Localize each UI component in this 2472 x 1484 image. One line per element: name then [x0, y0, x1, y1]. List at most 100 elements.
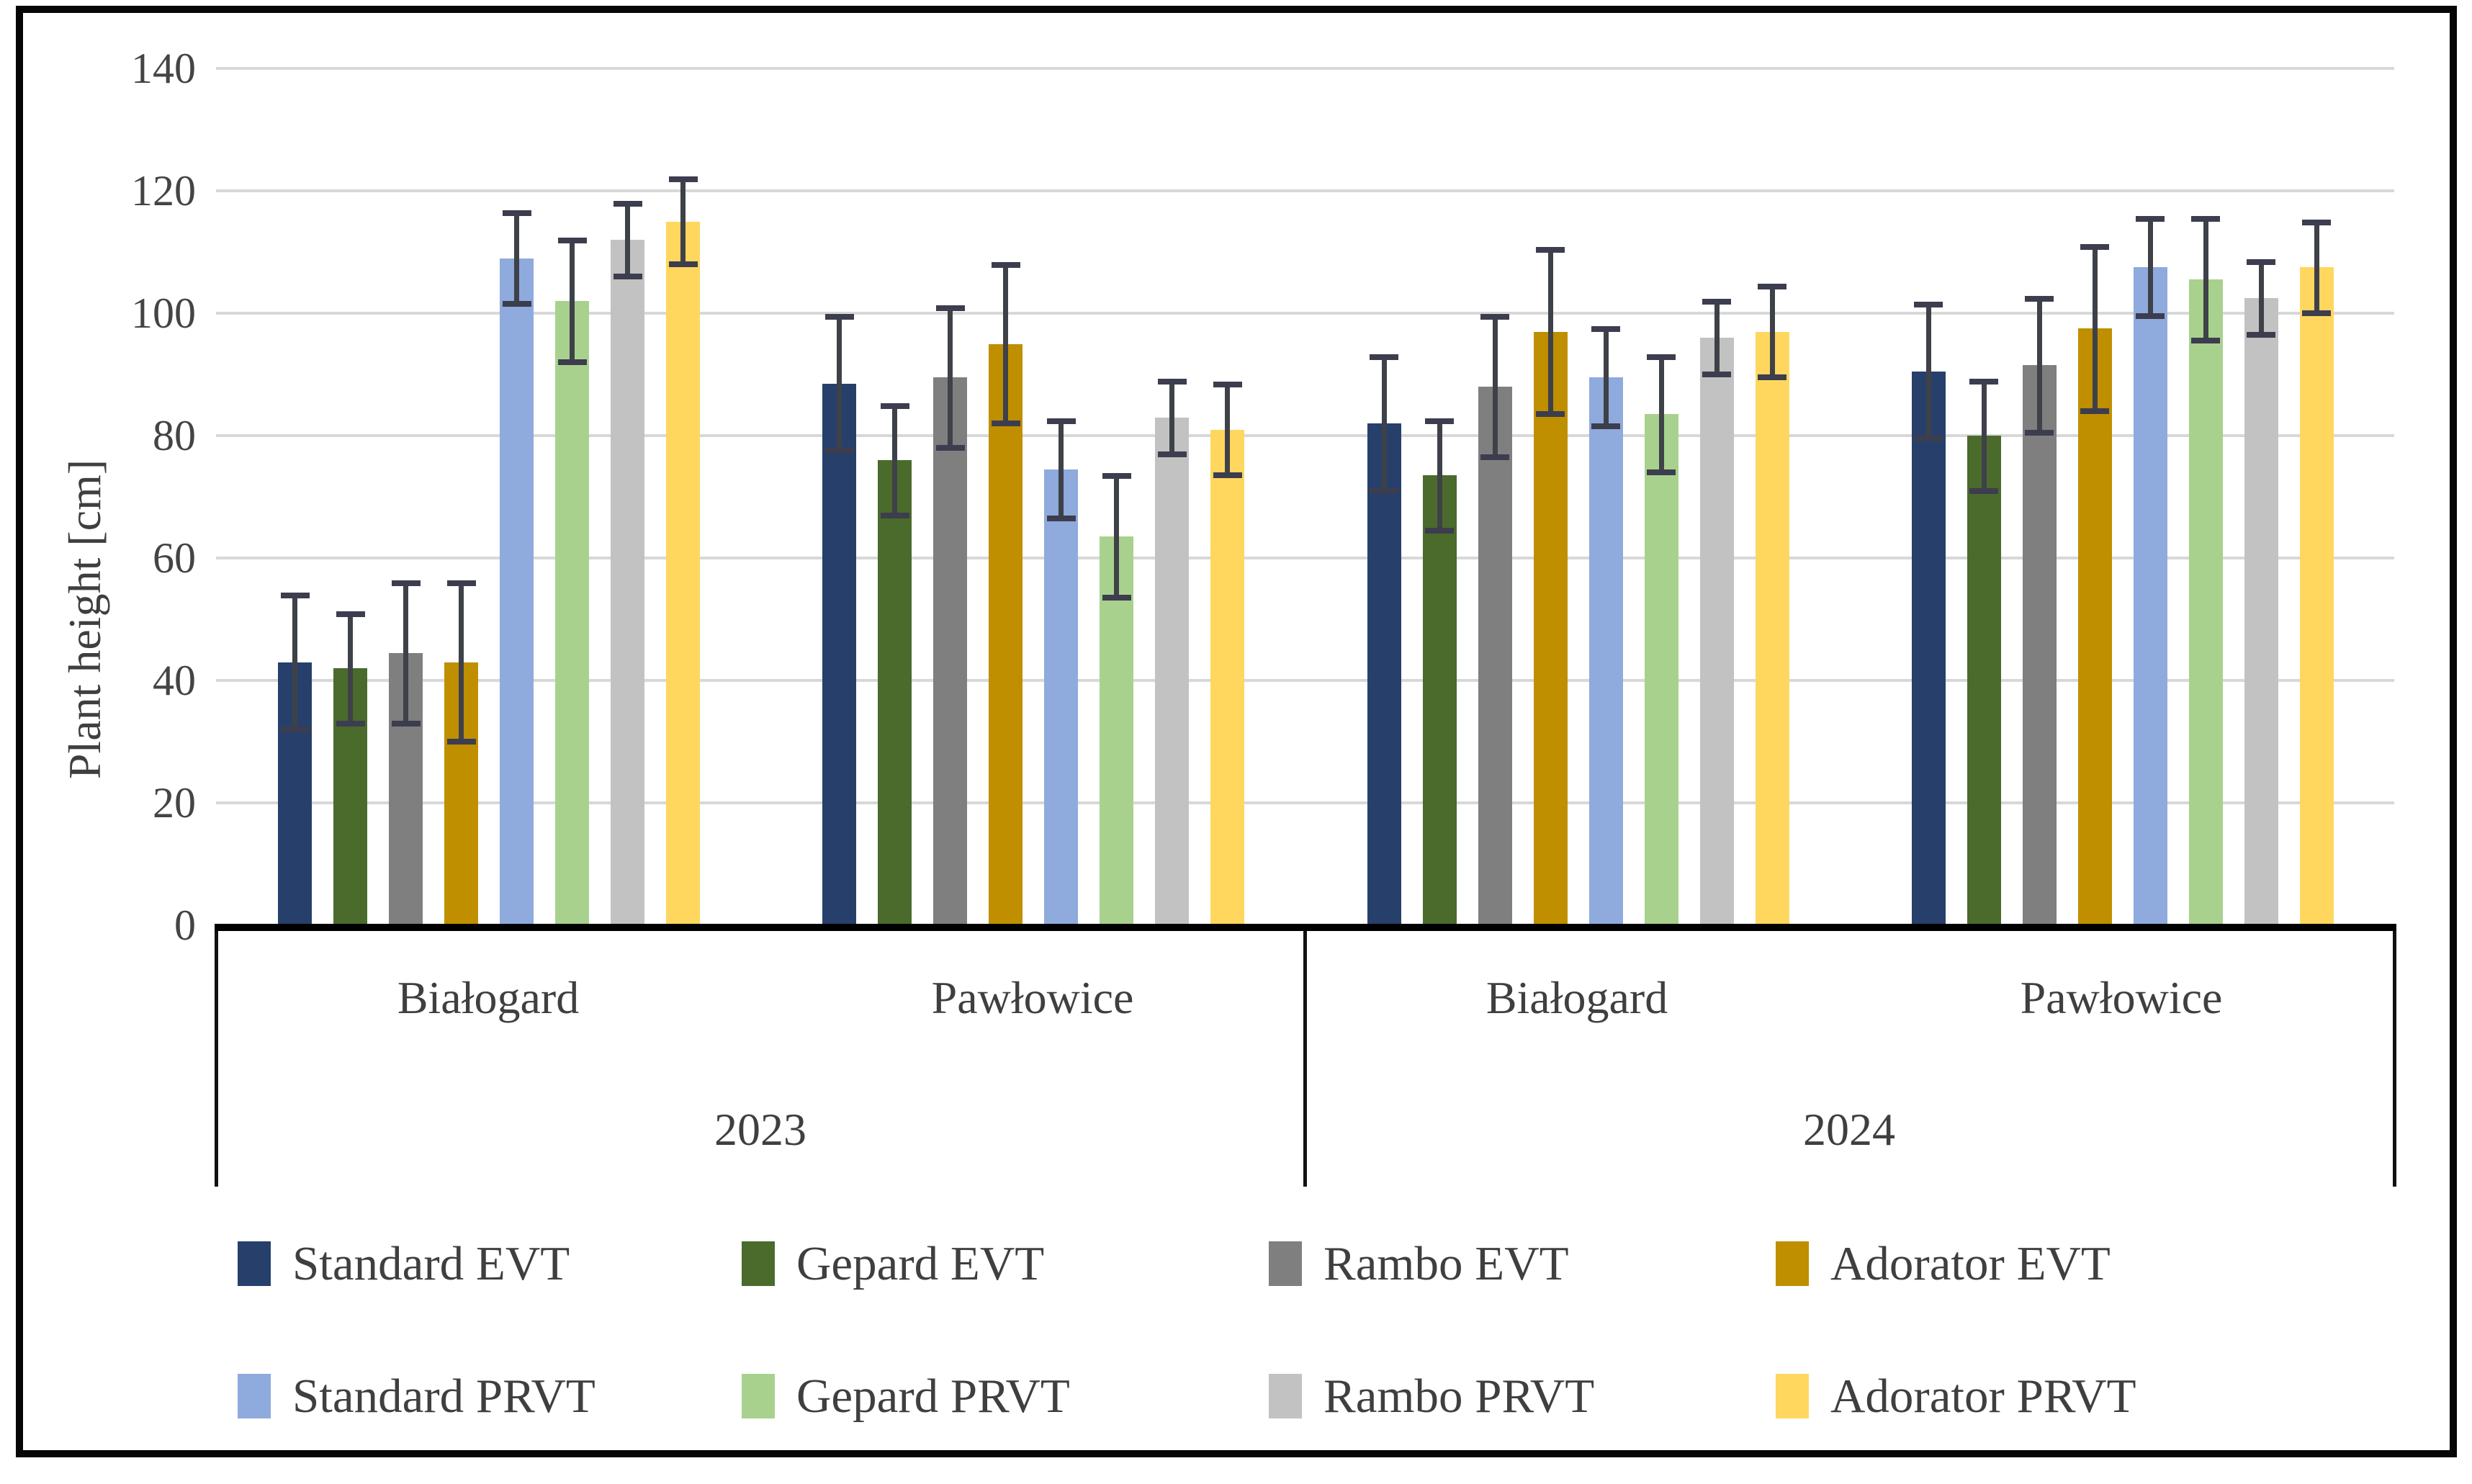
error-bar-line — [1003, 264, 1009, 423]
x-label-bialogard-2024: Białogard — [1486, 972, 1668, 1023]
legend-label: Rambo PRVT — [1323, 1370, 1595, 1423]
error-bar-cap-bottom — [336, 720, 365, 727]
legend-item-gepard-prvt: Gepard PRVT — [742, 1365, 1070, 1427]
y-tick-label-60: 60 — [153, 534, 196, 582]
error-bar-line — [1714, 301, 1720, 374]
error-bar-cap-top — [668, 176, 698, 182]
error-bar-line — [1114, 475, 1120, 598]
bar-gepard-prvt-g2 — [1644, 414, 1678, 925]
error-bar-cap-top — [557, 238, 587, 243]
error-bar-cap-bottom — [1425, 527, 1454, 534]
error-bar-cap-bottom — [280, 727, 310, 732]
bar-standard-prvt-g3 — [2133, 267, 2167, 925]
error-bar-line — [2147, 218, 2153, 317]
error-bar-line — [1381, 356, 1387, 491]
gridline-140 — [216, 67, 2394, 70]
error-bar-cap-bottom — [2080, 408, 2110, 414]
error-bar-cap-bottom — [668, 261, 698, 267]
legend-label: Gepard PRVT — [796, 1370, 1070, 1423]
error-bar-cap-bottom — [880, 512, 909, 518]
error-bar-cap-bottom — [2247, 331, 2276, 338]
error-bar-cap-bottom — [2302, 310, 2332, 316]
error-bar-line — [1059, 420, 1064, 518]
legend-item-rambo-evt: Rambo EVT — [1269, 1233, 1569, 1295]
error-bar-line — [514, 212, 519, 305]
bar-rambo-prvt-g2 — [1699, 338, 1734, 925]
error-bar-cap-bottom — [1213, 472, 1242, 479]
legend-item-standard-prvt: Standard PRVT — [238, 1365, 595, 1427]
error-bar-line — [1925, 304, 1931, 439]
error-bar-cap-bottom — [1046, 515, 1076, 521]
x-label-pawlowice-2023: Pawłowice — [931, 972, 1134, 1023]
error-bar-cap-bottom — [824, 448, 854, 454]
bar-rambo-prvt-g3 — [2244, 297, 2278, 925]
error-bar-cap-top — [1046, 418, 1076, 424]
error-bar-cap-bottom — [1102, 595, 1131, 601]
error-bar-line — [1225, 383, 1231, 476]
error-bar-line — [459, 583, 464, 742]
bar-gepard-prvt-g3 — [2188, 279, 2223, 925]
error-bar-line — [2203, 218, 2208, 341]
standard-evt-swatch-icon — [238, 1241, 271, 1286]
error-bar-cap-bottom — [1702, 372, 1731, 377]
rambo-evt-swatch-icon — [1269, 1241, 1302, 1286]
bar-rambo-prvt-g1 — [1155, 417, 1190, 925]
error-bar-line — [292, 595, 297, 729]
error-bar-cap-bottom — [2136, 313, 2165, 320]
axis-divider-middle — [1303, 931, 1307, 1187]
error-bar-cap-top — [1480, 314, 1509, 320]
error-bar-cap-top — [824, 314, 854, 320]
error-bar-cap-bottom — [557, 359, 587, 365]
error-bar-cap-bottom — [502, 301, 531, 307]
error-bar-cap-bottom — [935, 445, 965, 451]
error-bar-cap-top — [2025, 295, 2054, 302]
bar-rambo-evt-g3 — [2022, 365, 2057, 925]
error-bar-line — [2314, 221, 2319, 313]
bar-standard-evt-g2 — [1367, 423, 1401, 925]
error-bar-cap-bottom — [446, 739, 476, 745]
error-bar-cap-top — [1969, 378, 1999, 385]
axis-divider-left — [215, 931, 218, 1187]
x-label-year-2024: 2024 — [1803, 1104, 1895, 1155]
standard-prvt-swatch-icon — [238, 1374, 271, 1418]
y-tick-label-120: 120 — [131, 167, 196, 215]
error-bar-line — [1658, 356, 1664, 472]
error-bar-line — [1492, 316, 1498, 457]
error-bar-cap-top — [2191, 216, 2221, 222]
bar-standard-evt-g1 — [822, 383, 857, 925]
bar-adorator-prvt-g0 — [666, 221, 700, 925]
y-tick-label-80: 80 — [153, 412, 196, 459]
error-bar-line — [348, 613, 353, 724]
y-tick-label-0: 0 — [174, 901, 196, 949]
bar-standard-prvt-g0 — [500, 258, 534, 925]
x-label-pawlowice-2024: Pawłowice — [2020, 972, 2223, 1023]
legend-item-adorator-evt: Adorator EVT — [1776, 1233, 2111, 1295]
error-bar-cap-top — [391, 580, 421, 586]
bar-standard-prvt-g1 — [1044, 469, 1079, 925]
bar-gepard-prvt-g0 — [555, 301, 589, 925]
error-bar-cap-top — [613, 201, 642, 207]
error-bar-cap-top — [446, 580, 476, 586]
error-bar-cap-bottom — [1647, 469, 1676, 475]
error-bar-cap-bottom — [2025, 429, 2054, 436]
bar-gepard-evt-g1 — [878, 460, 912, 925]
x-label-year-2023: 2023 — [714, 1104, 806, 1155]
error-bar-cap-bottom — [1591, 423, 1620, 430]
gridline-120 — [216, 189, 2394, 192]
error-bar-line — [625, 203, 630, 276]
legend-label: Adorator EVT — [1830, 1237, 2111, 1290]
error-bar-cap-bottom — [1536, 411, 1565, 418]
error-bar-cap-top — [1914, 302, 1943, 308]
error-bar-cap-top — [1213, 381, 1242, 387]
error-bar-cap-top — [991, 262, 1020, 268]
bar-rambo-prvt-g0 — [611, 240, 644, 925]
bar-gepard-evt-g3 — [1967, 436, 2001, 925]
bar-standard-evt-g3 — [1911, 371, 1946, 925]
error-bar-cap-top — [2136, 216, 2165, 222]
error-bar-cap-top — [1102, 473, 1131, 480]
error-bar-cap-bottom — [1758, 374, 1786, 381]
bar-adorator-evt-g1 — [989, 343, 1023, 925]
error-bar-cap-top — [2080, 243, 2110, 250]
error-bar-cap-top — [2302, 219, 2332, 225]
error-bar-line — [2092, 246, 2098, 411]
